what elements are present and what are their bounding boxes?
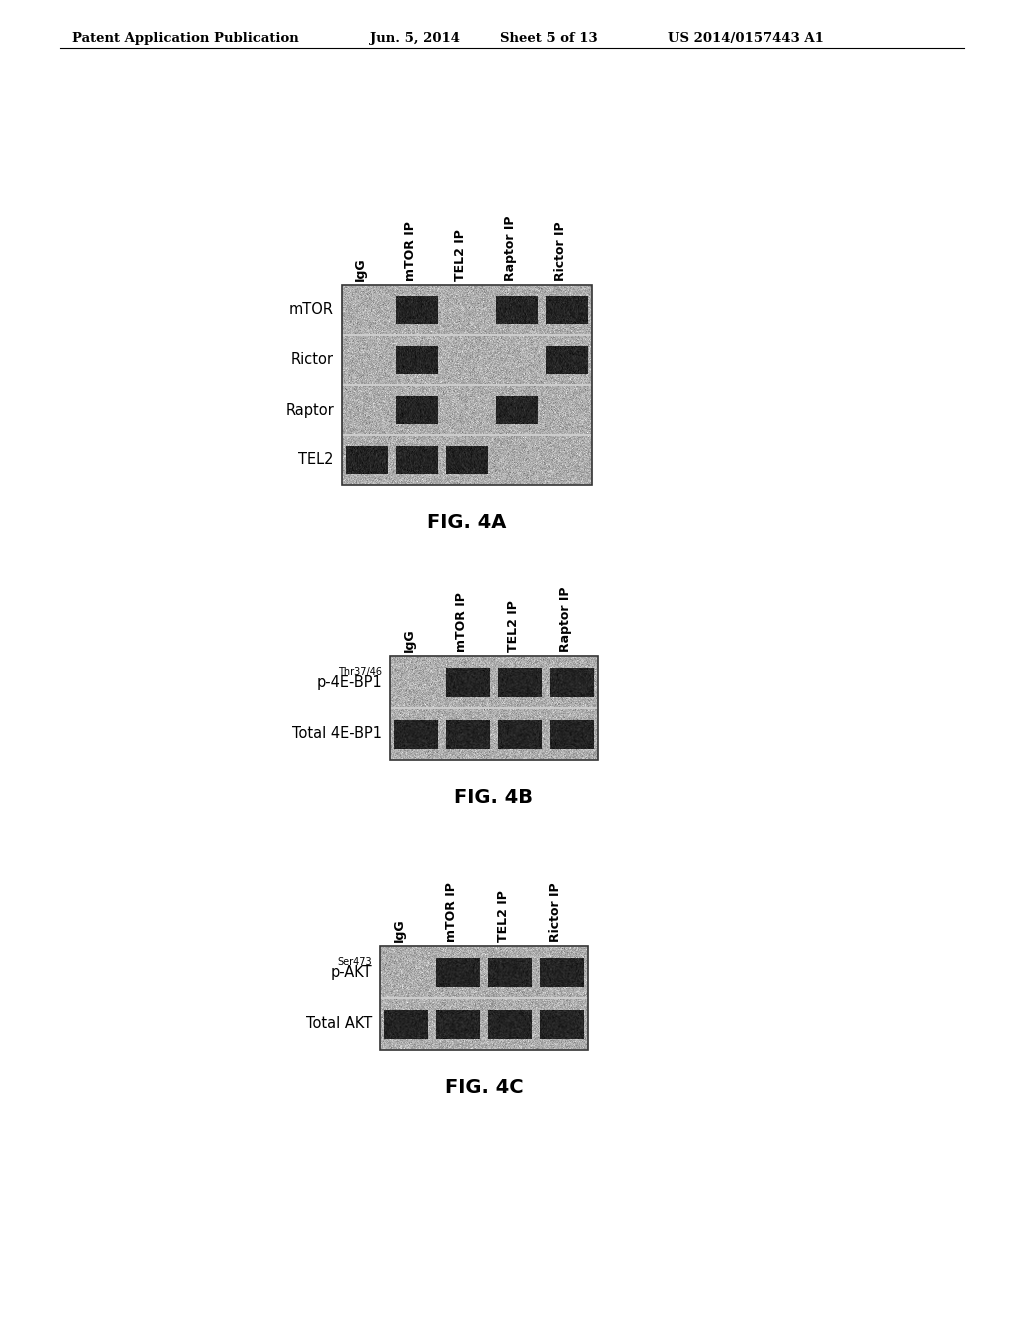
Text: FIG. 4C: FIG. 4C xyxy=(444,1078,523,1097)
Bar xyxy=(342,285,592,335)
Bar xyxy=(342,385,592,436)
Text: Raptor IP: Raptor IP xyxy=(559,586,572,652)
Bar xyxy=(342,436,592,484)
Text: Rictor IP: Rictor IP xyxy=(554,222,567,281)
Bar xyxy=(380,998,588,1049)
Text: Rictor: Rictor xyxy=(291,352,334,367)
Text: TEL2: TEL2 xyxy=(299,453,334,467)
Text: mTOR IP: mTOR IP xyxy=(445,882,458,942)
Text: mTOR IP: mTOR IP xyxy=(404,222,417,281)
Text: p-AKT: p-AKT xyxy=(331,965,372,979)
Text: mTOR IP: mTOR IP xyxy=(455,593,468,652)
Text: FIG. 4A: FIG. 4A xyxy=(427,513,507,532)
Text: Rictor IP: Rictor IP xyxy=(549,882,562,942)
Text: US 2014/0157443 A1: US 2014/0157443 A1 xyxy=(668,32,824,45)
Text: Raptor: Raptor xyxy=(286,403,334,417)
Text: Total AKT: Total AKT xyxy=(306,1016,372,1031)
Text: TEL2 IP: TEL2 IP xyxy=(507,601,520,652)
Text: Ser473: Ser473 xyxy=(337,957,372,968)
Text: Total 4E-BP1: Total 4E-BP1 xyxy=(292,726,382,742)
Bar xyxy=(390,708,598,760)
Text: IgG: IgG xyxy=(354,257,367,281)
Bar xyxy=(380,946,588,998)
Bar xyxy=(342,335,592,385)
Text: Raptor IP: Raptor IP xyxy=(504,215,517,281)
Text: p-4E-BP1: p-4E-BP1 xyxy=(316,675,382,689)
Text: Sheet 5 of 13: Sheet 5 of 13 xyxy=(500,32,598,45)
Text: FIG. 4B: FIG. 4B xyxy=(455,788,534,807)
Text: Jun. 5, 2014: Jun. 5, 2014 xyxy=(370,32,460,45)
Text: IgG: IgG xyxy=(403,628,416,652)
Bar xyxy=(390,656,598,708)
Bar xyxy=(390,656,598,760)
Bar xyxy=(342,285,592,484)
Text: TEL2 IP: TEL2 IP xyxy=(454,230,467,281)
Text: Patent Application Publication: Patent Application Publication xyxy=(72,32,299,45)
Text: IgG: IgG xyxy=(393,919,406,942)
Text: Thr37/46: Thr37/46 xyxy=(338,667,382,677)
Bar xyxy=(380,946,588,1049)
Text: mTOR: mTOR xyxy=(289,302,334,318)
Text: TEL2 IP: TEL2 IP xyxy=(497,890,510,942)
